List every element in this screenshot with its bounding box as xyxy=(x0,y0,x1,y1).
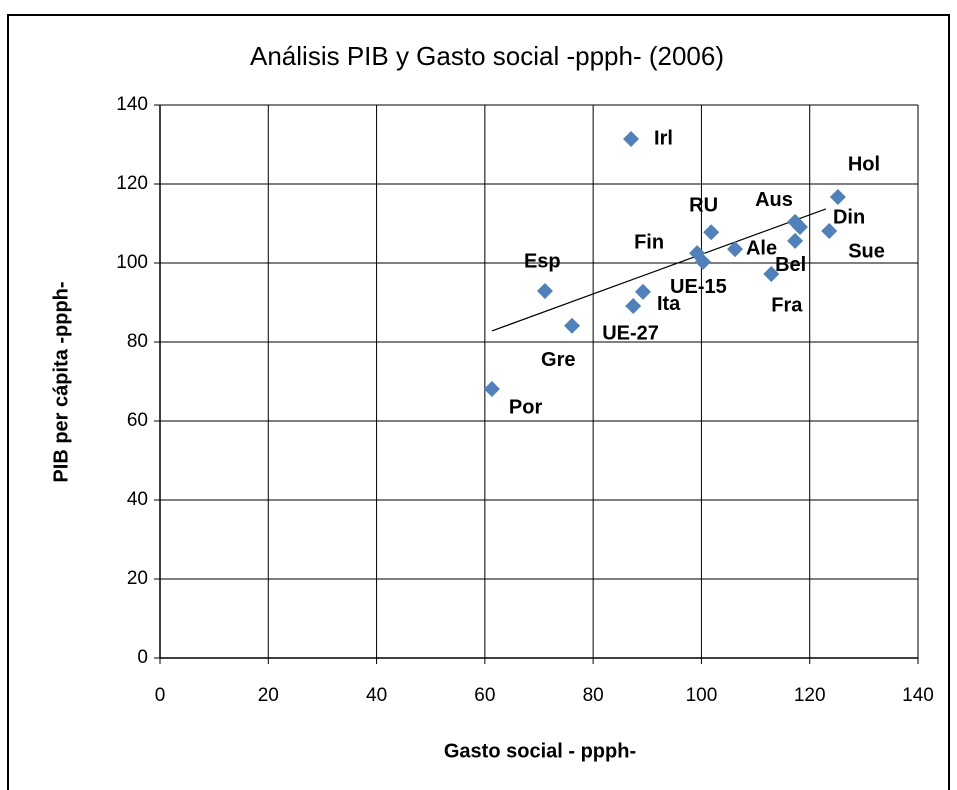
point-label: Sue xyxy=(848,240,885,262)
point-label: Gre xyxy=(541,349,575,371)
trendline xyxy=(491,208,827,332)
chart-title: Análisis PIB y Gasto social -ppph- (2006… xyxy=(250,41,724,71)
y-tick-label: 100 xyxy=(116,252,148,273)
x-tick-label: 140 xyxy=(902,685,934,706)
point-label: Din xyxy=(833,206,865,228)
point xyxy=(703,224,720,241)
point-label: Fin xyxy=(634,231,664,253)
chart-frame xyxy=(7,14,950,790)
point xyxy=(695,253,712,270)
point xyxy=(829,189,846,206)
point xyxy=(821,223,838,240)
point-label: Ale xyxy=(746,237,777,259)
x-tick-label: 120 xyxy=(794,685,826,706)
point-label: UE-27 xyxy=(602,322,659,344)
x-tick-label: 100 xyxy=(686,685,718,706)
y-axis-label: PIB per cápita -ppph- xyxy=(50,281,72,482)
point xyxy=(483,381,500,398)
point-label: Irl xyxy=(654,127,673,149)
point-label: Hol xyxy=(848,153,880,175)
point xyxy=(536,283,553,300)
y-tick-label: 0 xyxy=(137,647,148,668)
y-tick-label: 140 xyxy=(116,94,148,115)
point xyxy=(763,266,780,283)
point xyxy=(787,232,804,249)
point xyxy=(726,241,743,258)
point-label: Por xyxy=(509,396,543,418)
y-tick-label: 60 xyxy=(127,410,148,431)
point-label: Esp xyxy=(524,250,561,272)
x-axis-label: Gasto social - ppph- xyxy=(444,740,636,762)
point xyxy=(564,317,581,334)
y-tick-label: 20 xyxy=(127,568,148,589)
point-label: Fra xyxy=(771,294,803,316)
x-tick-label: 0 xyxy=(155,685,166,706)
x-tick-label: 20 xyxy=(258,685,279,706)
point-label: Ita xyxy=(657,293,681,315)
point xyxy=(625,298,642,315)
y-tick-label: 40 xyxy=(127,489,148,510)
point-label: Bel xyxy=(775,254,806,276)
y-tick-label: 120 xyxy=(116,173,148,194)
point xyxy=(634,283,651,300)
point-label: RU xyxy=(689,194,718,216)
x-tick-label: 80 xyxy=(583,685,604,706)
x-tick-label: 60 xyxy=(474,685,495,706)
y-tick-label: 80 xyxy=(127,331,148,352)
x-tick-label: 40 xyxy=(366,685,387,706)
point-label: UE-15 xyxy=(670,276,727,298)
point xyxy=(791,219,808,236)
point-label: Aus xyxy=(755,189,793,211)
point xyxy=(623,130,640,147)
